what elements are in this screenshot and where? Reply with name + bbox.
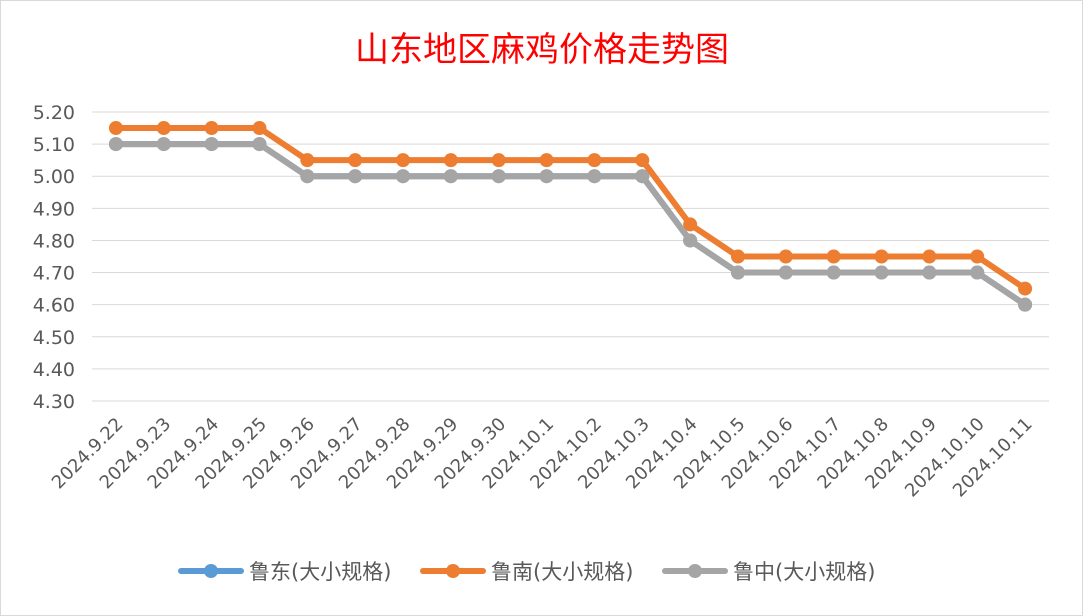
series-1: [108, 137, 1033, 312]
data-point: [396, 153, 411, 168]
data-point: [1018, 281, 1033, 296]
data-point: [252, 137, 267, 152]
data-point: [730, 265, 745, 280]
legend-item: 鲁东(大小规格): [178, 560, 391, 584]
data-point: [778, 265, 793, 280]
data-point: [970, 249, 985, 264]
y-tick-label: 5.10: [33, 134, 75, 156]
series-3: [108, 137, 1033, 312]
y-tick-label: 4.60: [33, 295, 75, 317]
legend-swatch-marker: [204, 564, 218, 578]
y-tick-label: 4.40: [33, 359, 75, 381]
series-line: [112, 125, 1029, 292]
data-point: [443, 153, 458, 168]
data-point: [635, 153, 650, 168]
data-point: [204, 121, 219, 136]
data-point: [108, 121, 123, 136]
data-point: [587, 153, 602, 168]
data-point: [874, 265, 889, 280]
data-point: [491, 169, 506, 184]
legend-label: 鲁中(大小规格): [733, 560, 875, 584]
series-line: [112, 141, 1029, 308]
data-point: [683, 233, 698, 248]
y-tick-label: 4.80: [33, 230, 75, 252]
x-axis-ticks: 2024.9.222024.9.232024.9.242024.9.252024…: [48, 414, 1037, 502]
data-point: [204, 137, 219, 152]
data-point: [922, 249, 937, 264]
data-point: [108, 137, 123, 152]
data-point: [300, 169, 315, 184]
data-point: [635, 169, 650, 184]
data-point: [539, 153, 554, 168]
data-point: [922, 265, 937, 280]
data-point: [156, 121, 171, 136]
data-point: [443, 169, 458, 184]
y-tick-label: 4.50: [33, 327, 75, 349]
data-point: [730, 249, 745, 264]
data-point: [539, 169, 554, 184]
chart-title: 山东地区麻鸡价格走势图: [355, 30, 729, 70]
legend-label: 鲁东(大小规格): [249, 560, 391, 584]
legend: 鲁东(大小规格) 鲁南(大小规格) 鲁中(大小规格): [178, 560, 875, 584]
data-point: [252, 121, 267, 136]
data-point: [156, 137, 171, 152]
y-axis-ticks: 4.30 4.40 4.50 4.60 4.70 4.80 4.90 5.00 5.10 5.20: [33, 102, 75, 413]
data-point: [300, 153, 315, 168]
y-tick-label: 4.70: [33, 263, 75, 285]
series-2: [108, 121, 1033, 296]
series-lines: [108, 121, 1033, 312]
data-point: [587, 169, 602, 184]
data-point: [778, 249, 793, 264]
data-point: [491, 153, 506, 168]
data-point: [874, 249, 889, 264]
series-line: [112, 141, 1029, 308]
data-point: [826, 265, 841, 280]
y-tick-label: 4.30: [33, 391, 75, 413]
legend-swatch-marker: [446, 564, 460, 578]
data-point: [348, 153, 363, 168]
y-tick-label: 5.00: [33, 166, 75, 188]
legend-swatch-marker: [688, 564, 702, 578]
data-point: [396, 169, 411, 184]
data-point: [1018, 297, 1033, 312]
data-point: [348, 169, 363, 184]
y-tick-label: 4.90: [33, 198, 75, 220]
data-point: [826, 249, 841, 264]
data-point: [970, 265, 985, 280]
gridlines: [92, 111, 1049, 402]
legend-item: 鲁南(大小规格): [420, 560, 633, 584]
legend-item: 鲁中(大小规格): [662, 560, 875, 584]
legend-label: 鲁南(大小规格): [491, 560, 633, 584]
y-tick-label: 5.20: [33, 102, 75, 124]
data-point: [683, 217, 698, 232]
